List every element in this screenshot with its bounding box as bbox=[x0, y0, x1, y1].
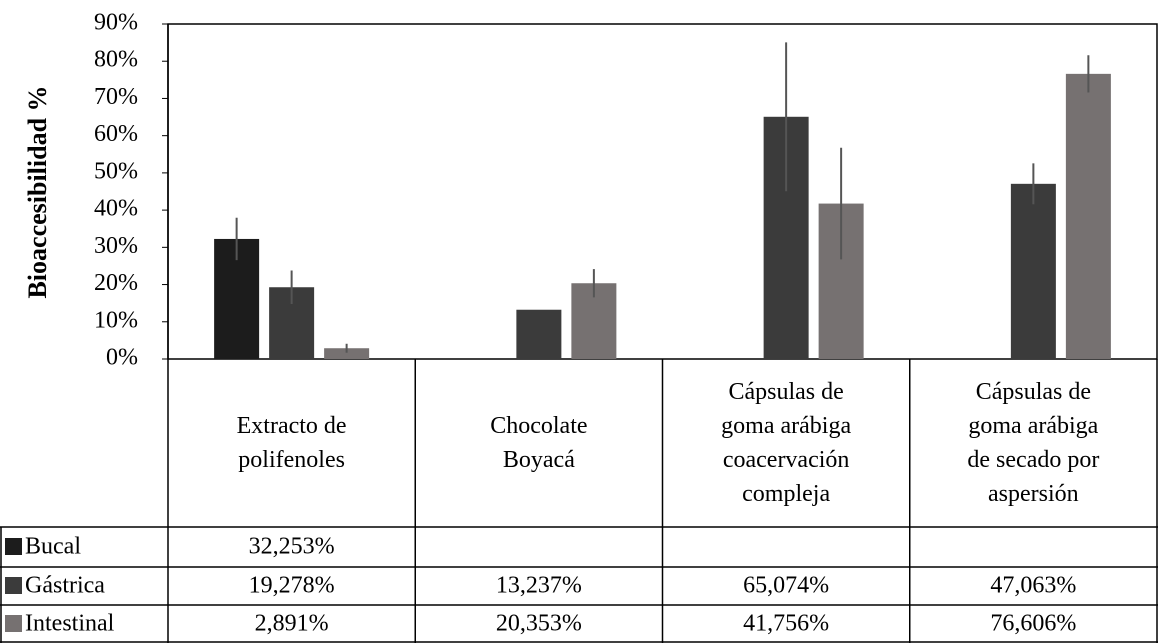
bar bbox=[324, 348, 370, 359]
bar bbox=[1010, 183, 1056, 359]
y-axis-label: Bioaccesibilidad % bbox=[23, 85, 52, 298]
x-category-label: Cápsulas de goma arábiga coacervación co… bbox=[721, 379, 852, 507]
x-category-label: Cápsulas de goma arábiga de secado por a… bbox=[967, 379, 1100, 507]
y-tick-label: 70% bbox=[94, 84, 138, 110]
legend-label: Bucal bbox=[25, 534, 81, 560]
legend-label: Intestinal bbox=[25, 611, 115, 637]
y-tick-label: 80% bbox=[94, 47, 138, 73]
y-tick-label: 60% bbox=[94, 121, 138, 147]
data-table-value: 65,074% bbox=[743, 573, 829, 599]
data-table-value: 2,891% bbox=[255, 611, 329, 637]
x-category-label: Extracto de polifenoles bbox=[236, 413, 347, 473]
data-table-value: 41,756% bbox=[743, 611, 829, 637]
plot-area bbox=[167, 23, 1158, 360]
legend-label: Gástrica bbox=[25, 573, 105, 599]
data-table-value: 20,353% bbox=[496, 611, 582, 637]
y-tick-label: 30% bbox=[94, 233, 138, 259]
data-table-value: 47,063% bbox=[990, 573, 1076, 599]
bar bbox=[1065, 73, 1111, 360]
data-table-value: 19,278% bbox=[249, 573, 335, 599]
y-tick-label: 90% bbox=[94, 10, 138, 36]
legend-key bbox=[5, 538, 22, 555]
y-tick-label: 40% bbox=[94, 196, 138, 222]
bar bbox=[516, 309, 562, 359]
data-table-value: 13,237% bbox=[496, 573, 582, 599]
y-tick-label: 20% bbox=[94, 270, 138, 296]
data-table-value: 76,606% bbox=[990, 611, 1076, 637]
data-table-value: 32,253% bbox=[249, 534, 335, 560]
y-tick-label: 50% bbox=[94, 158, 138, 184]
y-tick-label: 10% bbox=[94, 307, 138, 333]
x-category-label: Chocolate Boyacá bbox=[490, 413, 588, 473]
legend-key bbox=[5, 577, 22, 594]
legend-key bbox=[5, 615, 22, 632]
y-tick-label: 0% bbox=[106, 345, 138, 371]
